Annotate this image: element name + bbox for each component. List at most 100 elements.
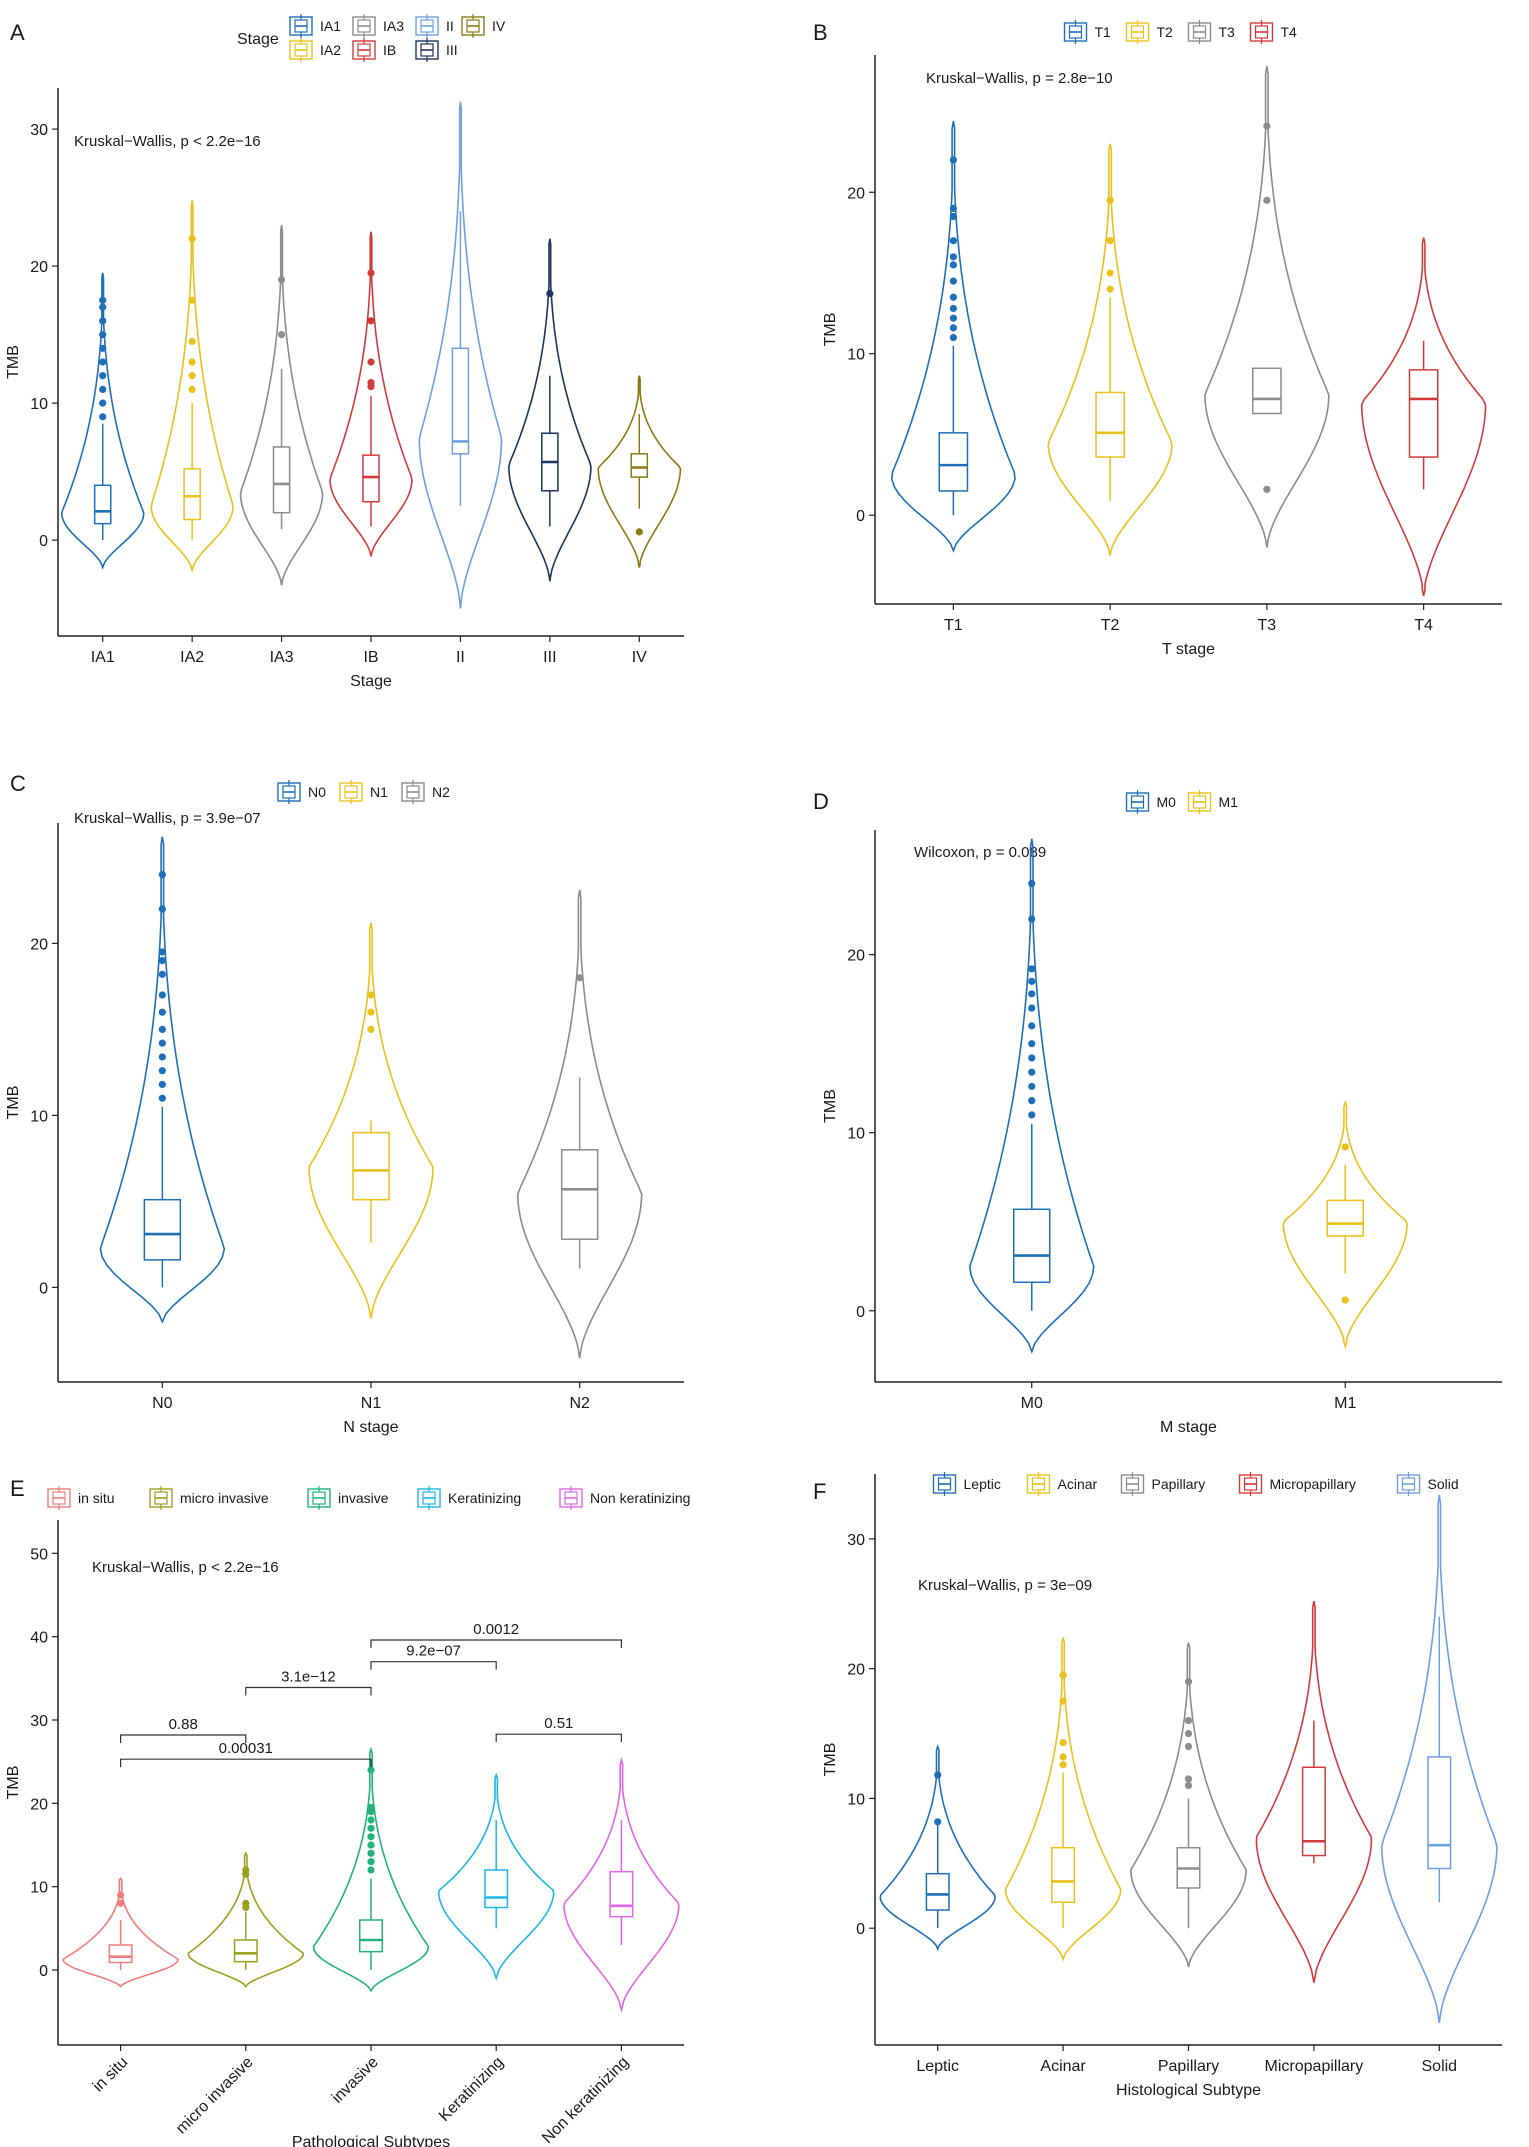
x-tick-label: Papillary: [1158, 2058, 1219, 2075]
legend-key-icon: [1396, 1472, 1421, 1496]
series-t2: [1047, 143, 1173, 556]
violin: [1360, 237, 1487, 597]
y-tick-label: 0: [856, 508, 865, 525]
outlier-point: [949, 277, 957, 285]
violin: [187, 1851, 305, 1989]
outlier-point: [934, 1818, 942, 1826]
y-tick-label: 50: [30, 1546, 48, 1563]
x-tick-label: N0: [152, 1395, 173, 1412]
legend-label: Solid: [1428, 1476, 1459, 1492]
x-tick-label: N2: [569, 1395, 590, 1412]
x-axis-label: Stage: [350, 673, 392, 690]
box: [272, 446, 291, 514]
outlier-point: [1059, 1753, 1067, 1761]
panel-letter: E: [10, 1476, 25, 1501]
outlier-point: [158, 1067, 166, 1075]
outlier-point: [158, 1008, 166, 1016]
x-tick-label: T4: [1414, 617, 1433, 634]
legend: in situ micro invasive invasive Keratinizin…: [47, 1486, 690, 1510]
outlier-point: [99, 413, 107, 421]
x-tick-label: M1: [1334, 1395, 1356, 1412]
series-ia1: [60, 272, 145, 570]
violin: [1282, 1099, 1409, 1350]
box: [1252, 367, 1282, 415]
outlier-point: [949, 253, 957, 261]
significance-bracket: 0.0012: [370, 1621, 622, 1648]
y-tick-label: 30: [30, 122, 48, 139]
panel-letter: D: [813, 789, 829, 814]
violin: [1129, 1642, 1248, 1968]
legend-key-icon: [417, 1486, 441, 1510]
legend-label: N0: [308, 784, 326, 800]
legend-key-icon: [1063, 20, 1088, 44]
legend-key-icon: [352, 38, 376, 62]
box: [108, 1944, 133, 1964]
x-tick-label: T1: [944, 617, 963, 634]
legend-key-icon: [1187, 790, 1212, 814]
legend-label: invasive: [338, 1490, 389, 1506]
y-axis-label: TMB: [5, 1086, 22, 1120]
violin: [60, 272, 145, 570]
violin: [150, 200, 234, 573]
outlier-point: [188, 235, 196, 243]
outlier-point: [949, 237, 957, 245]
series-n1: [308, 922, 434, 1319]
y-axis-label: TMB: [822, 313, 839, 347]
bracket-label: 9.2e−07: [406, 1643, 461, 1660]
legend-label: IA1: [320, 18, 341, 34]
outlier-point: [277, 331, 286, 339]
y-tick-label: 0: [39, 533, 48, 550]
legend-label: M0: [1157, 794, 1177, 810]
y-tick-label: 10: [847, 1126, 865, 1143]
violin: [968, 838, 1095, 1355]
outlier-point: [158, 1025, 166, 1033]
violin: [437, 1772, 555, 1981]
violin: [239, 224, 324, 586]
outlier-point: [367, 378, 375, 387]
bracket-label: 0.88: [169, 1716, 198, 1733]
legend-key-icon: [1125, 790, 1150, 814]
outlier-point: [158, 905, 166, 913]
y-tick-label: 0: [856, 1921, 865, 1938]
outlier-point: [367, 1858, 375, 1866]
outlier-point: [1184, 1716, 1193, 1725]
legend-key-icon: [289, 14, 313, 38]
y-tick-label: 20: [30, 936, 48, 953]
legend-label: II: [446, 18, 454, 34]
outlier-point: [117, 1891, 125, 1899]
legend-key-icon: [289, 38, 313, 62]
outlier-point: [158, 957, 166, 965]
outlier-point: [99, 372, 107, 380]
outlier-point: [1028, 915, 1036, 923]
series-papillary: [1129, 1642, 1248, 1968]
series-keratinizing: [437, 1772, 555, 1981]
outlier-point: [277, 276, 286, 284]
y-tick-label: 20: [847, 185, 865, 202]
outlier-point: [242, 1866, 250, 1874]
series-solid: [1380, 1494, 1498, 2024]
outlier-point: [1184, 1678, 1193, 1686]
panel-f: F 0 10 20 30 TMB Leptic Acinar Papillary Micropap…: [813, 1472, 1502, 2099]
outlier-point: [158, 970, 166, 978]
series-n0: [99, 836, 226, 1324]
outlier-point: [367, 1866, 375, 1874]
outlier-point: [99, 296, 107, 304]
outlier-point: [1028, 1054, 1036, 1062]
series-micro-invasive: [187, 1851, 305, 1989]
legend: T1 T2 T3 T4: [1063, 20, 1297, 44]
x-tick-label: Non keratinizing: [539, 2054, 632, 2147]
x-tick-label: M0: [1021, 1395, 1043, 1412]
legend-key-icon: [1187, 20, 1212, 44]
x-axis-label: T stage: [1162, 641, 1215, 658]
series-ii: [418, 101, 503, 609]
violin: [418, 101, 503, 609]
outlier-point: [367, 1824, 375, 1832]
x-tick-label: invasive: [329, 2054, 382, 2107]
test-annotation: Wilcoxon, p = 0.089: [914, 844, 1046, 861]
outlier-point: [99, 303, 107, 311]
legend-label: IB: [383, 42, 396, 58]
violin: [879, 1744, 996, 1952]
y-tick-label: 20: [30, 259, 48, 276]
outlier-point: [367, 1008, 375, 1016]
outlier-point: [367, 1841, 375, 1849]
